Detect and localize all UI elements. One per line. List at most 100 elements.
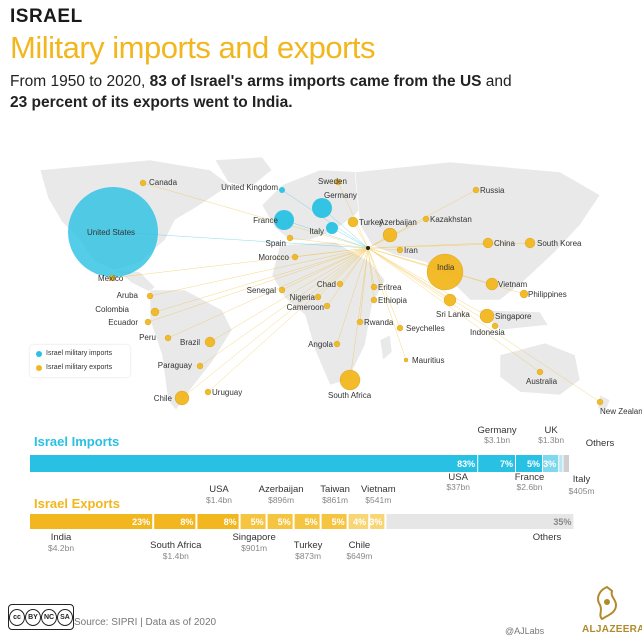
subtitle-part: and [481,73,512,90]
map-label-eritrea: Eritrea [378,283,402,292]
imports-value-france: $2.6bn [517,482,543,492]
flow-lines [111,181,601,403]
exports-label-chile: Chile [349,540,371,551]
map-label-new-zealand: New Zealand [600,407,642,416]
map-label-united-states: United States [87,228,135,237]
bubble-uruguay [204,388,212,396]
bubble-italy [326,222,338,234]
kicker: ISRAEL [10,6,83,27]
imports-bar-france [516,455,542,472]
bubble-aruba [146,292,154,300]
map-labels: Canada United States Mexico Aruba Colombia Ec… [87,177,642,416]
map-label-rwanda: Rwanda [364,318,394,327]
exports-label-vietnam: Vietnam [361,484,396,495]
imports-title: Israel Imports [34,434,119,449]
exports-label-south-africa: South Africa [150,540,202,551]
map-label-singapore: Singapore [495,312,532,321]
flow-line-south-africa [349,247,369,381]
flow-line-italy [331,227,369,249]
exports-dot-icon [36,364,42,371]
map-label-peru: Peru [139,333,156,342]
exports-label-others: Others [533,532,562,543]
bubble-paraguay [196,362,204,370]
flow-line-paraguay [199,247,369,367]
imports-bar-others [563,455,569,472]
legend-exports: Israel military exports [36,364,112,371]
flow-line-singapore [367,247,488,317]
exports-label-singapore: Singapore [232,532,275,543]
map-label-nigeria: Nigeria [290,293,316,302]
israel-marker [366,246,370,250]
flow-line-australia [367,247,541,373]
flow-line-seychelles [367,247,401,329]
page-title: Military imports and exports [10,30,376,65]
map-label-south-korea: South Korea [537,239,582,248]
bubble-nigeria [314,293,322,301]
map-legend: Israel military imports Israel military … [30,345,130,377]
exports-label-taiwan: Taiwan [320,484,350,495]
legend-imports: Israel military imports [36,350,112,357]
exports-bar-taiwan [321,514,347,529]
bubble-germany [312,198,332,218]
flow-line-sweden [337,181,369,249]
bubble-vietnam [485,277,499,291]
map-label-aruba: Aruba [117,291,139,300]
legend-exports-label: Israel military exports [46,364,113,371]
exports-value-usa: $1.4bn [206,495,232,505]
bubble-south-korea [524,237,536,249]
map-label-indonesia: Indonesia [470,328,505,337]
bubble-indonesia [491,322,499,330]
bubble-singapore [479,308,495,324]
map-label-france: France [253,216,278,225]
map-label-philippines: Philippines [528,290,567,299]
exports-pct-others: 35% [553,517,571,527]
bubble-kazakhstan [422,215,430,223]
flow-line-cameroon [326,247,369,307]
flow-line-nigeria [317,247,369,298]
exports-pct-turkey: 5% [305,517,318,527]
flow-line-united-kingdom [281,189,369,249]
exports-bar-others [386,514,574,529]
flow-line-south-korea [367,242,531,249]
map-label-chad: Chad [317,280,336,289]
map-label-mauritius: Mauritius [412,356,444,365]
map-label-canada: Canada [149,178,178,187]
exports-bar: 23% 8% 8% 5% 5% 5% 5% 4% 3% 35% [30,514,574,529]
bubble-united-kingdom [279,187,285,193]
flow-line-mauritius [367,247,407,361]
map-label-angola: Angola [308,340,333,349]
imports-label-uk: UK [544,425,558,436]
subtitle-bold: 83 of Israel's arms imports came from th… [149,73,482,90]
bubble-cameroon [323,302,331,310]
exports-pct-india: 23% [132,517,150,527]
imports-dot-icon [36,350,42,357]
imports-label-france: France [515,472,545,483]
exports-pct-singapore: 5% [251,517,264,527]
asia-shape [354,161,601,301]
legend-imports-label: Israel military imports [46,350,113,357]
imports-bar: 83% 7% 5% 3% [30,455,569,472]
flow-line-chile [181,247,369,399]
map-label-iran: Iran [404,246,418,255]
exports-pct-vietnam: 3% [369,517,382,527]
map-label-china: China [494,239,515,248]
subtitle: From 1950 to 2020, 83 of Israel's arms i… [10,71,530,113]
map-label-russia: Russia [480,186,505,195]
cc-license-icon: cc BY NC SA [8,604,74,630]
subtitle-part: From 1950 to 2020, [10,73,150,90]
flow-line-chad [339,247,369,285]
aljazeera-logo-icon [597,585,618,621]
bubble-mexico [108,274,116,282]
bubble-australia [536,368,544,376]
ajlabs-credit: @AJLabs [505,626,545,636]
map-label-brazil: Brazil [180,338,200,347]
map-label-cameroon: Cameroon [287,303,324,312]
flow-line-mexico [111,247,369,279]
exports-bar-turkey [294,514,320,529]
exports-value-south-africa: $1.4bn [163,551,189,561]
bubble-russia [472,186,480,194]
exports-pct-south-africa: 8% [180,517,193,527]
exports-labels: India$4.2bn South Africa$1.4bnUSA$1.4bnSi… [48,484,562,561]
map-label-australia: Australia [526,377,558,386]
bubble-france [274,210,294,230]
